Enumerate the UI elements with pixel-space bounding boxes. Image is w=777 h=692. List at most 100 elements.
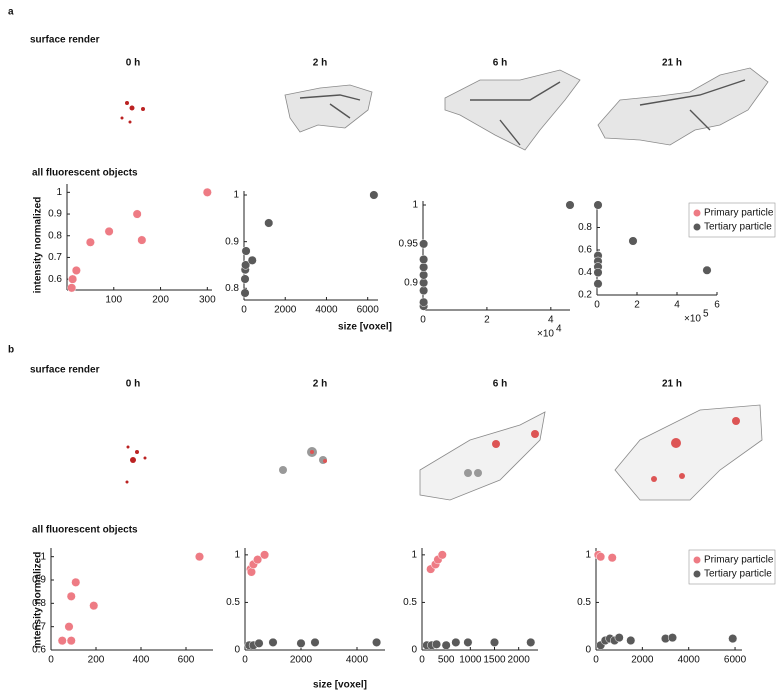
legend-label: Primary particle — [704, 208, 774, 219]
y-tick-label: 0.4 — [578, 267, 592, 278]
point — [133, 210, 142, 219]
y-tick-label: 1 — [40, 551, 46, 562]
point — [67, 592, 76, 601]
point — [247, 568, 256, 577]
y-tick-label: 0.9 — [48, 209, 62, 220]
y-tick-label: 0.8 — [48, 230, 62, 241]
y-tick-label: 0.7 — [32, 621, 46, 632]
point — [419, 255, 428, 264]
y-tick-label: 0 — [411, 645, 417, 656]
y-tick-label: 0.5 — [403, 597, 417, 608]
point — [608, 553, 617, 562]
figure: a surface render 0 h 2 h 6 h 21 h all fluoresc… — [0, 0, 777, 692]
x-multiplier-exponent: 5 — [703, 309, 709, 320]
point — [203, 188, 212, 197]
y-tick-label: 0.9 — [404, 277, 418, 288]
x-tick-label: 0 — [593, 655, 599, 666]
time-label: 6 h — [493, 58, 507, 69]
legend-label: Tertiary particle — [704, 222, 772, 233]
y-tick-label: 0.6 — [578, 245, 592, 256]
x-tick-label: 4000 — [678, 655, 701, 666]
x-tick-label: 2000 — [290, 655, 313, 666]
surface-renders-a — [121, 68, 769, 150]
x-tick-label: 200 — [88, 655, 105, 666]
x-tick-label: 2000 — [631, 655, 654, 666]
x-tick-label: 2000 — [508, 655, 531, 666]
point — [255, 639, 264, 648]
y-tick-label: 1 — [412, 200, 418, 211]
panel-label: b — [8, 345, 14, 356]
point — [419, 286, 428, 295]
x-tick-label: 100 — [105, 295, 122, 306]
point — [594, 201, 603, 210]
point — [242, 247, 251, 256]
point — [138, 236, 147, 245]
section-title: all fluorescent objects — [32, 168, 138, 179]
point — [526, 638, 535, 647]
time-label: 0 h — [126, 58, 140, 69]
y-tick-label: 0.9 — [225, 236, 239, 247]
legend-label: Tertiary particle — [704, 569, 772, 580]
x-axis-label: size [voxel] — [313, 680, 367, 691]
x-tick-label: 4000 — [315, 305, 338, 316]
x-tick-label: 6000 — [724, 655, 747, 666]
y-tick-label: 1 — [585, 549, 591, 560]
y-tick-label: 0.2 — [578, 290, 592, 301]
point — [629, 237, 638, 246]
point — [105, 227, 114, 236]
point — [241, 275, 250, 284]
point — [67, 636, 76, 645]
point — [311, 638, 320, 647]
point — [596, 552, 605, 561]
point — [566, 201, 575, 210]
point — [260, 551, 269, 560]
y-tick-label: 0.6 — [32, 645, 46, 656]
x-multiplier: ×10 — [684, 314, 701, 325]
point — [86, 238, 95, 247]
point — [442, 641, 451, 650]
point — [419, 240, 428, 249]
point — [728, 634, 737, 643]
panel-label: a — [8, 7, 14, 18]
point — [67, 284, 76, 293]
section-title: surface render — [30, 365, 100, 376]
y-tick-label: 0.5 — [577, 597, 591, 608]
y-tick-label: 0.7 — [48, 252, 62, 263]
y-tick-label: 0 — [585, 645, 591, 656]
x-tick-label: 600 — [178, 655, 195, 666]
point — [372, 638, 381, 647]
x-tick-label: 500 — [438, 655, 455, 666]
point — [432, 640, 441, 649]
x-tick-label: 2 — [484, 315, 490, 326]
x-tick-label: 300 — [199, 295, 216, 306]
x-tick-label: 0 — [242, 655, 248, 666]
point — [594, 279, 603, 288]
legend-marker — [694, 571, 701, 578]
time-label: 2 h — [313, 58, 327, 69]
point — [419, 298, 428, 307]
x-multiplier: ×10 — [537, 329, 554, 340]
point — [370, 191, 379, 200]
x-tick-label: 6 — [714, 300, 720, 311]
y-tick-label: 0.8 — [225, 283, 239, 294]
x-multiplier-exponent: 4 — [556, 324, 562, 335]
point — [195, 552, 204, 561]
y-tick-label: 1 — [233, 190, 239, 201]
point — [248, 256, 257, 265]
point — [72, 266, 81, 275]
legend-marker — [694, 557, 701, 564]
time-label: 6 h — [493, 379, 507, 390]
x-tick-label: 400 — [133, 655, 150, 666]
legend-marker — [694, 224, 701, 231]
point — [464, 638, 473, 647]
y-tick-label: 0.5 — [226, 597, 240, 608]
section-title: surface render — [30, 35, 100, 46]
x-tick-label: 0 — [420, 315, 426, 326]
time-label: 0 h — [126, 379, 140, 390]
y-axis-label: intensity normalized — [33, 197, 44, 294]
x-tick-label: 2000 — [274, 305, 297, 316]
point — [490, 638, 499, 647]
y-tick-label: 0 — [234, 645, 240, 656]
time-label: 21 h — [662, 379, 682, 390]
x-tick-label: 0 — [48, 655, 54, 666]
